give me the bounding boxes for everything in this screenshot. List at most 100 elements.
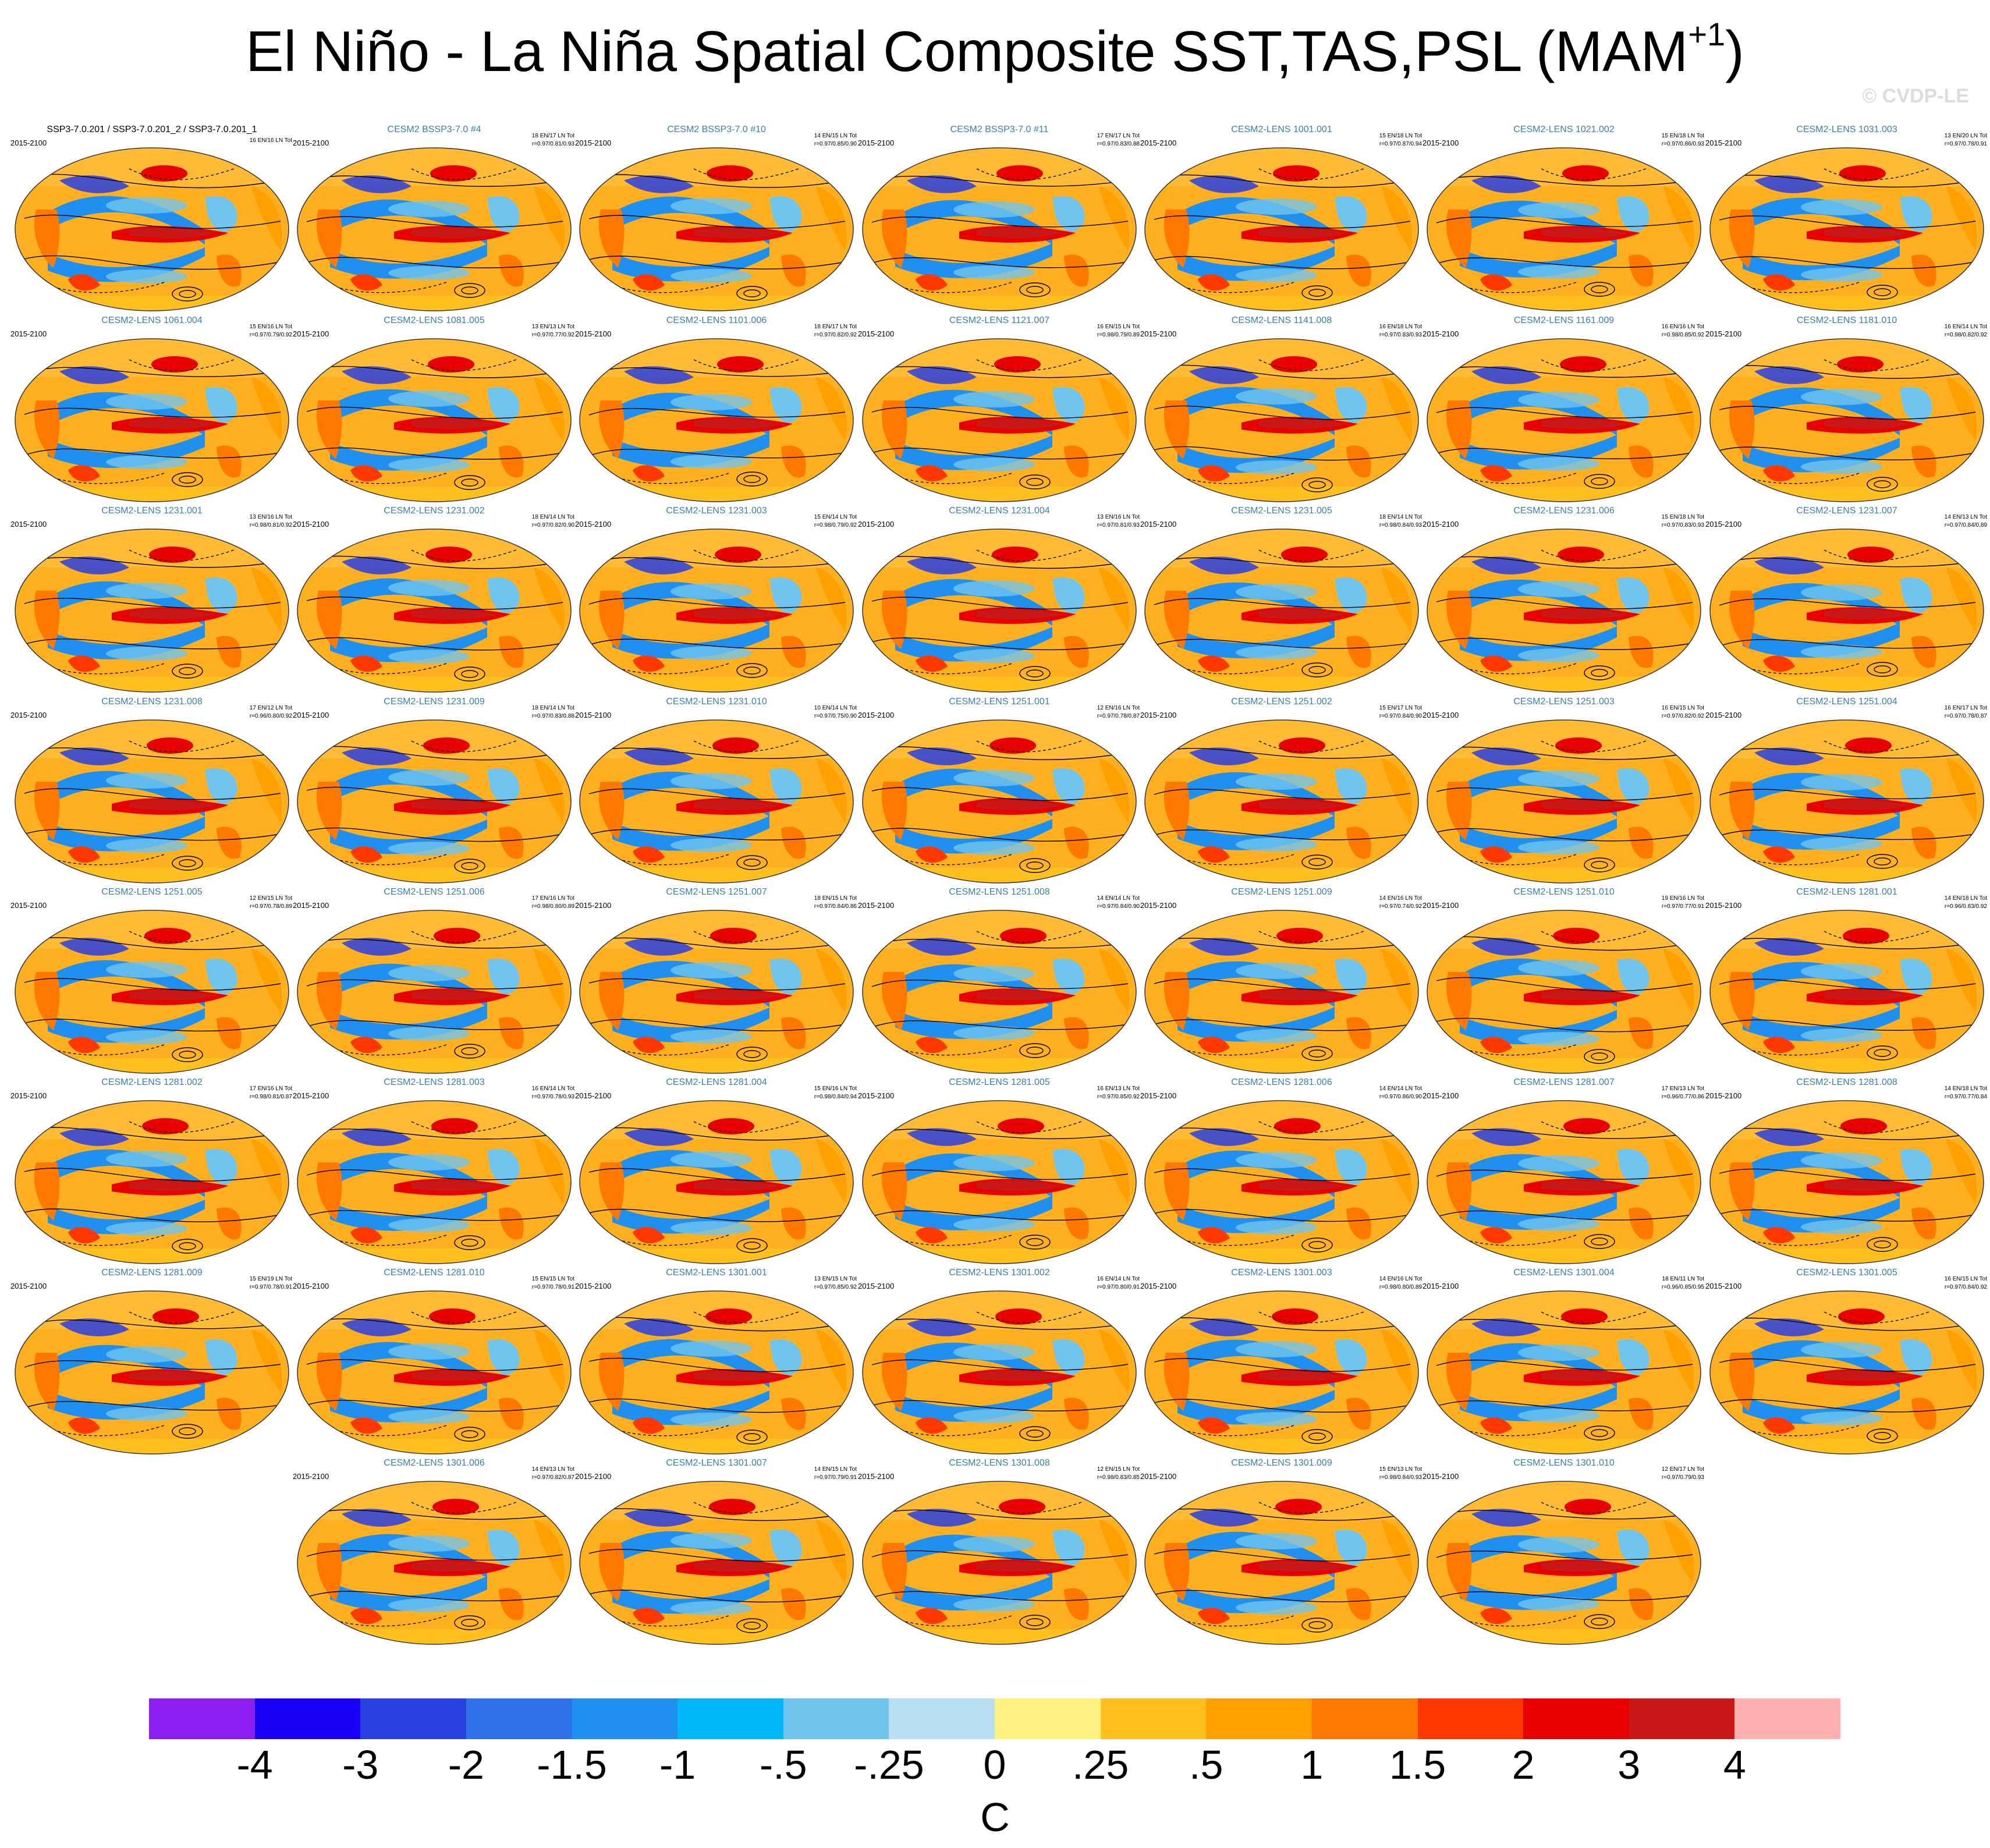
panel-period: 2015-2100 [1140,139,1177,147]
map-panel: CESM2-LENS 1301.008 2015-2100 12 EN/15 LN … [858,1457,1141,1648]
map-panel: CESM2-LENS 1021.002 2015-2100 15 EN/18 LN … [1423,123,1705,314]
panel-event-count: 18 EN/15 LN Tot [814,895,857,902]
panel-event-count: 16 EN/14 LN Tot [531,1086,574,1092]
panel-event-count: 16 EN/16 LN Tot [1661,324,1704,330]
panel-name: CESM2-LENS 1231.006 [1513,506,1615,516]
composite-map [1427,1100,1701,1264]
panel-name: CESM2-LENS 1251.003 [1513,697,1615,707]
map-panel: CESM2-LENS 1001.001 2015-2100 15 EN/18 LN … [1140,123,1423,314]
panel-name: CESM2-LENS 1301.005 [1796,1268,1897,1278]
composite-map [297,910,572,1074]
composite-map [297,528,572,693]
map-panel: CESM2-LENS 1301.004 2015-2100 18 EN/11 LN … [1423,1267,1705,1457]
panel-pattern-correlation: r=0.98/0.84/0.93 [1379,1474,1422,1481]
panel-pattern-correlation: r=0.97/0.79/0.91 [814,1474,857,1481]
panel-name: CESM2-LENS 1061.004 [101,315,203,325]
panel-pattern-correlation: r=0.98/0.84/0.94 [814,1094,857,1100]
panel-name: CESM2 BSSP3-7.0 #10 [667,125,766,134]
composite-map [15,1290,289,1455]
composite-map [579,528,854,693]
panel-period: 2015-2100 [575,139,612,147]
panel-event-count: 19 EN/16 LN Tot [1661,895,1704,902]
panel-event-count: 10 EN/14 LN Tot [814,705,857,711]
map-panel: CESM2-LENS 1251.006 2015-2100 17 EN/16 LN … [293,886,576,1077]
map-panel: CESM2-LENS 1281.004 2015-2100 15 EN/16 LN … [575,1076,858,1267]
panel-period: 2015-2100 [293,901,329,910]
panel-pattern-correlation: r=0.98/0.82/0.92 [1944,332,1987,338]
composite-map [297,719,572,884]
composite-map [1709,528,1984,693]
panel-period: 2015-2100 [575,1091,612,1100]
panel-period: 2015-2100 [575,1282,612,1290]
panel-event-count: 17 EN/12 LN Tot [249,705,292,711]
panel-period: 2015-2100 [293,1091,329,1100]
panel-pattern-correlation: r=0.97/0.77/0.91 [1661,903,1704,910]
composite-map [1709,719,1984,884]
map-panel: CESM2-LENS 1231.005 2015-2100 18 EN/14 LN … [1140,505,1423,696]
panel-event-count: 15 EN/19 LN Tot [249,1276,292,1282]
map-panel: CESM2-LENS 1301.006 2015-2100 14 EN/13 LN … [293,1457,576,1648]
panel-name: SSP3-7.0.201 / SSP3-7.0.201_2 / SSP3-7.0… [47,125,257,134]
map-panel: CESM2-LENS 1281.001 2015-2100 14 EN/18 LN … [1705,886,1988,1077]
colorbar-box [1100,1698,1207,1739]
panel-period: 2015-2100 [858,711,895,719]
panel-pattern-correlation: r=0.97/0.86/0.90 [1379,1094,1422,1100]
panel-period: 2015-2100 [10,520,47,528]
colorbar-box [995,1698,1101,1739]
panel-pattern-correlation: r=0.96/0.80/0.92 [249,713,292,719]
map-panel: CESM2-LENS 1231.007 2015-2100 14 EN/13 LN … [1705,505,1988,696]
panel-period: 2015-2100 [575,520,612,528]
panel-event-count: 16 EN/15 LN Tot [1661,705,1704,711]
panel-event-count: 14 EN/13 LN Tot [531,1466,574,1473]
panel-name: CESM2-LENS 1251.005 [101,887,203,897]
panel-pattern-correlation: r=0.98/0.81/0.87 [249,1094,292,1100]
colorbar-box [1523,1698,1629,1739]
panel-period: 2015-2100 [1705,711,1742,719]
map-panel: CESM2-LENS 1301.001 2015-2100 13 EN/15 LN … [575,1267,858,1457]
panel-period: 2015-2100 [1140,329,1177,338]
colorbar-box [254,1698,361,1739]
panel-period: 2015-2100 [858,139,895,147]
panel-pattern-correlation: r=0.98/0.81/0.92 [249,522,292,528]
panel-pattern-correlation: r=0.97/0.84/0.86 [814,903,857,910]
map-panel: CESM2-LENS 1251.008 2015-2100 14 EN/14 LN … [858,886,1141,1077]
panel-event-count: 16 EN/16 LN Tot [249,137,292,144]
map-panel: CESM2-LENS 1081.005 2015-2100 13 EN/13 LN … [293,314,576,505]
panel-pattern-correlation: r=0.97/0.77/0.92 [531,332,574,338]
composite-map [1144,1290,1419,1455]
panel-event-count: 15 EN/16 LN Tot [249,324,292,330]
panel-event-count: 14 EN/15 LN Tot [814,133,857,139]
panel-period: 2015-2100 [1140,1091,1177,1100]
map-panel: CESM2-LENS 1031.003 2015-2100 13 EN/20 LN … [1705,123,1988,314]
panel-event-count: 15 EN/15 LN Tot [531,1276,574,1282]
panel-pattern-correlation: r=0.98/0.79/0.92 [814,522,857,528]
colorbar-tick-label: -3 [342,1742,379,1787]
panel-period: 2015-2100 [575,901,612,910]
composite-map [579,719,854,884]
panel-name: CESM2-LENS 1301.009 [1231,1458,1332,1468]
colorbar-labels: -4 -3 -2 -1.5 -1 -.5 -.25 0 .25 .5 1 1.5 2 3 4 [0,1741,1990,1794]
colorbar-box [466,1698,572,1739]
composite-map [15,147,289,311]
panel-name: CESM2-LENS 1231.002 [384,506,485,516]
panel-name: CESM2-LENS 1231.010 [666,697,767,707]
panel-period: 2015-2100 [293,329,329,338]
panel-pattern-correlation: r=0.97/0.78/0.89 [249,903,292,910]
panel-period: 2015-2100 [1705,1282,1742,1290]
panel-name: CESM2-LENS 1251.006 [384,887,485,897]
colorbar-tick-label: -.5 [759,1742,807,1787]
panel-event-count: 13 EN/15 LN Tot [814,1276,857,1282]
panel-period: 2015-2100 [293,1282,329,1290]
composite-map [1144,1100,1419,1264]
map-panel: CESM2-LENS 1181.010 2015-2100 16 EN/14 LN … [1705,314,1988,505]
colorbar-box [1311,1698,1418,1739]
panel-event-count: 12 EN/16 LN Tot [1097,705,1140,711]
panel-pattern-correlation: r=0.97/0.83/0.93 [1379,332,1422,338]
panel-period: 2015-2100 [1705,1091,1742,1100]
panel-pattern-correlation: r=0.97/0.78/0.91 [531,1284,574,1290]
map-panel: CESM2-LENS 1281.010 2015-2100 15 EN/15 LN … [293,1267,576,1457]
panel-pattern-correlation: r=0.97/0.85/0.92 [1097,1094,1140,1100]
composite-map [862,1481,1137,1645]
panel-period: 2015-2100 [10,711,47,719]
composite-map [1709,1290,1984,1455]
